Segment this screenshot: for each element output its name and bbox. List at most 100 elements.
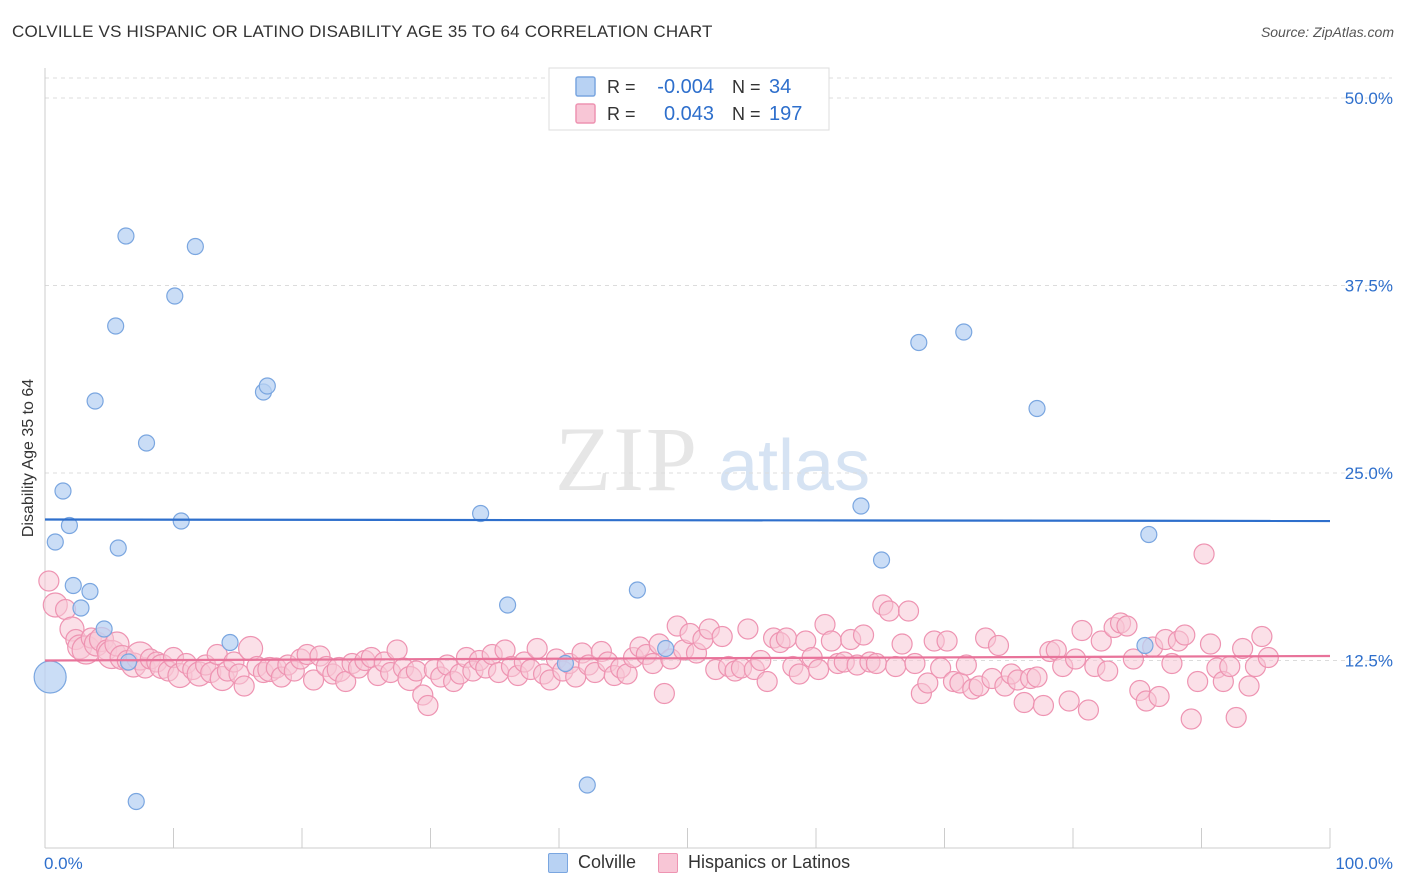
point-colville [60,516,79,535]
point-hispanic [1199,633,1222,655]
point-hispanic [1097,660,1119,682]
legend-label-hispanics: Hispanics or Latinos [688,852,851,872]
point-hispanic [1180,708,1202,730]
point-hispanic [417,694,439,717]
point-hispanic [386,639,408,661]
legend-r-label: R = [607,104,636,124]
point-hispanic [1193,543,1215,565]
point-hispanic [807,658,830,681]
point-hispanic [936,630,958,652]
legend-r-label: R = [607,77,636,97]
point-hispanic [987,634,1010,657]
point-hispanic [1232,637,1254,660]
bottom-legend: Colville Hispanics or Latinos [548,852,872,873]
legend-r-value: 0.043 [664,103,714,125]
trendline-colville [44,518,1331,523]
point-colville [852,497,870,515]
point-colville [109,539,127,557]
point-colville [54,482,72,500]
x-tick-label: 0.0% [44,854,83,873]
point-hispanic [955,654,977,676]
point-hispanic [1116,615,1138,637]
x-tick-label: 100.0% [1335,854,1393,873]
point-hispanic [891,633,913,655]
y-tick-label: 12.5% [1345,652,1393,671]
point-colville [221,633,239,652]
point-colville [46,533,64,551]
point-hispanic [788,663,810,685]
point-colville [1136,636,1154,655]
point-hispanic [1238,675,1260,697]
legend-item-hispanics[interactable]: Hispanics or Latinos [658,852,850,873]
point-hispanic [1225,706,1247,729]
point-hispanic [1148,685,1170,708]
point-colville [472,504,490,523]
point-colville [172,512,190,530]
point-hispanic [1064,648,1087,670]
point-hispanic [302,669,325,691]
point-hispanic [1257,646,1279,669]
point-hispanic [38,570,60,592]
legend-swatch-colville [548,852,568,873]
point-hispanic [897,600,920,622]
point-hispanic [878,600,900,622]
source-label: Source: ZipAtlas.com [1260,24,1394,40]
point-colville [955,323,973,341]
point-colville [81,582,99,601]
series-hispanic [38,543,1279,730]
point-hispanic [852,624,875,646]
chart-title: COLVILLE VS HISPANIC OR LATINO DISABILIT… [12,22,713,41]
legend-n-label: N = [732,77,761,97]
point-hispanic [1077,699,1100,721]
point-hispanic [1219,655,1241,678]
point-colville [186,237,204,256]
y-tick-label: 25.0% [1345,464,1393,483]
watermark-zip: ZIP [555,408,699,510]
point-colville [117,227,135,245]
point-hispanic [756,670,778,693]
legend-item-colville[interactable]: Colville [548,852,636,873]
point-hispanic [820,630,843,652]
top-legend-swatch [575,76,596,97]
trendline-hispanic [44,654,1331,662]
point-hispanic [405,660,427,682]
point-colville [657,639,675,658]
point-colville [95,620,113,638]
point-colville [64,576,82,595]
y-axis-label: Disability Age 35 to 64 [20,379,37,537]
point-hispanic [1251,625,1273,648]
point-hispanic [1026,666,1048,688]
point-hispanic [711,625,733,648]
legend-r-value: -0.004 [657,76,714,98]
point-colville [107,317,125,335]
point-hispanic [233,675,255,697]
point-hispanic [1032,694,1055,717]
point-hispanic [1071,619,1093,642]
point-hispanic [885,655,907,678]
series-colville [33,227,1158,811]
point-colville [33,660,67,694]
point-hispanic [526,637,548,660]
point-colville [127,792,145,811]
point-colville [72,599,90,617]
legend-n-label: N = [732,104,761,124]
point-hispanic [1090,630,1112,652]
point-colville [499,596,517,614]
point-hispanic [653,682,675,705]
point-colville [872,551,891,569]
point-colville [578,776,596,794]
top-legend: R = -0.004 N = 34 R = 0.043 N = 197 [548,67,830,131]
point-hispanic [750,649,772,672]
point-colville [1140,525,1158,544]
y-tick-label: 50.0% [1345,89,1393,108]
point-hispanic [737,618,759,640]
point-hispanic [1058,690,1080,712]
point-hispanic [1013,691,1035,714]
y-tick-label: 37.5% [1345,277,1393,296]
point-hispanic [917,672,939,694]
point-hispanic [1122,648,1144,670]
point-hispanic [642,652,664,675]
point-colville [258,377,276,395]
point-colville [137,434,156,452]
watermark-atlas: atlas [718,426,870,506]
